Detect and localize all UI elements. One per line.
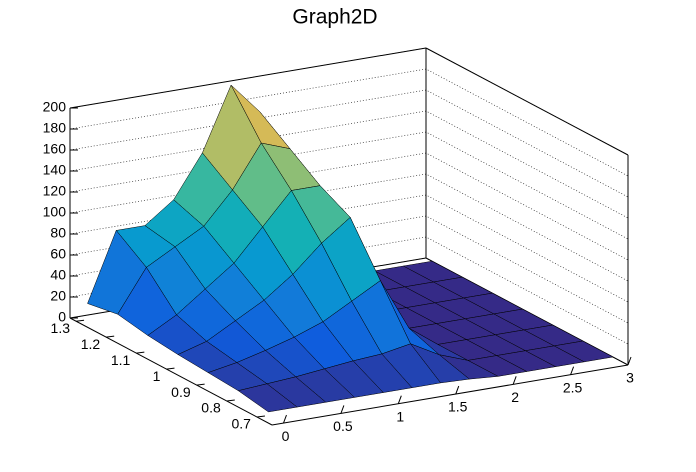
y-tick-label: 1.3: [51, 320, 71, 336]
z-tick-label: 60: [50, 246, 66, 262]
tick-mark: [283, 414, 287, 424]
grid-line: [69, 89, 629, 198]
tick-mark: [512, 376, 517, 385]
z-tick-label: 100: [43, 204, 67, 220]
z-tick-label: 0: [58, 309, 66, 325]
x-tick-label: 0: [282, 428, 290, 444]
y-tick-label: 1.1: [111, 352, 131, 368]
y-tick-label: 0.9: [171, 384, 191, 400]
y-tick-label: 0.7: [231, 416, 251, 432]
z-tick-label: 160: [43, 141, 67, 157]
tick-mark: [340, 405, 345, 414]
x-tick-label: 3: [626, 370, 634, 386]
z-tick-label: 200: [43, 99, 67, 115]
x-tick-label: 0.5: [333, 418, 353, 434]
tick-mark: [627, 356, 632, 366]
tick-mark: [196, 383, 205, 386]
tick-mark: [226, 399, 235, 402]
z-tick-label: 80: [50, 225, 66, 241]
grid-line: [69, 131, 629, 240]
grid-line: [69, 47, 629, 156]
z-tick-label: 20: [50, 288, 66, 304]
z-tick-label: 40: [50, 267, 66, 283]
y-tick-label: 1.2: [81, 336, 101, 352]
surface-cell: [237, 383, 298, 413]
tick-mark: [136, 351, 145, 354]
tick-mark: [75, 319, 85, 322]
tick-mark: [397, 395, 402, 404]
y-tick-label: 0.8: [201, 400, 221, 416]
tick-mark: [106, 335, 115, 338]
tick-mark: [256, 415, 265, 418]
z-tick-label: 140: [43, 162, 67, 178]
tick-mark: [166, 367, 175, 370]
x-tick-label: 1: [396, 408, 404, 424]
tick-mark: [570, 366, 575, 375]
chart-title: Graph2D: [292, 6, 377, 29]
x-tick-label: 2.5: [563, 379, 583, 395]
x-tick-label: 1.5: [448, 399, 468, 415]
x-tick-label: 2: [511, 389, 519, 405]
tick-mark: [455, 385, 460, 395]
axis-line: [69, 317, 273, 426]
z-tick-label: 180: [43, 120, 67, 136]
grid-line: [69, 68, 629, 177]
y-tick-label: 1: [153, 368, 161, 384]
z-tick-label: 120: [43, 183, 67, 199]
axis-line: [271, 364, 629, 426]
grid-line: [69, 110, 629, 219]
